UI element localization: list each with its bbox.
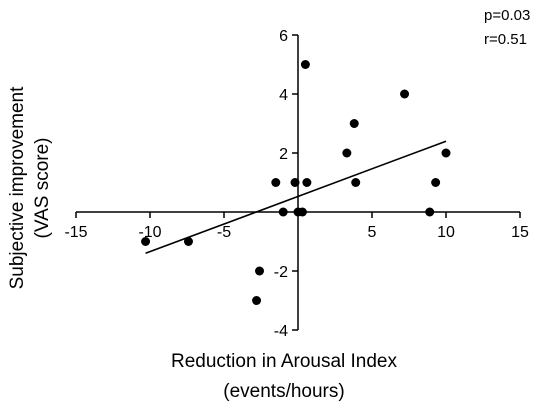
y-axis-title-line-2: (VAS score) [32, 137, 53, 238]
x-tick-label: 10 [437, 224, 455, 241]
data-point [441, 148, 451, 158]
data-point [342, 148, 352, 158]
y-tick-label: 4 [279, 87, 288, 104]
x-tick-label: -15 [64, 224, 87, 241]
data-point [302, 178, 312, 187]
x-tick-label: -5 [217, 224, 231, 241]
x-tick-label: 5 [368, 224, 377, 241]
x-axis-title-line-2: (events/hours) [223, 381, 344, 402]
data-point [141, 237, 151, 246]
data-point [255, 266, 265, 276]
data-point [183, 237, 193, 246]
p-value-annotation: p=0.03 [484, 7, 530, 24]
y-axis-title-line-1: Subjective improvement [7, 86, 28, 289]
ticks [75, 34, 521, 331]
data-point [351, 178, 361, 187]
data-point [400, 89, 410, 99]
data-point [431, 178, 441, 187]
y-tick-label: -2 [274, 264, 288, 281]
data-point [425, 207, 435, 217]
x-tick-label: -10 [138, 224, 161, 241]
x-tick-label: 15 [511, 224, 529, 241]
y-tick-label: 6 [279, 28, 288, 45]
y-tick-label: -4 [274, 323, 288, 340]
data-point [297, 207, 307, 217]
data-points [141, 60, 451, 305]
y-tick-label: 2 [279, 146, 288, 163]
data-point [300, 60, 310, 69]
data-point [271, 178, 281, 187]
data-point [290, 178, 300, 187]
regression-line [145, 140, 447, 255]
x-axis-title-line-1: Reduction in Arousal Index [171, 351, 398, 372]
r-value-annotation: r=0.51 [484, 31, 527, 48]
data-point [349, 119, 359, 128]
data-point [252, 296, 262, 305]
tick-labels: -15 -10 -5 5 10 15 -4 -2 2 4 6 [64, 28, 529, 340]
data-point [278, 207, 288, 217]
